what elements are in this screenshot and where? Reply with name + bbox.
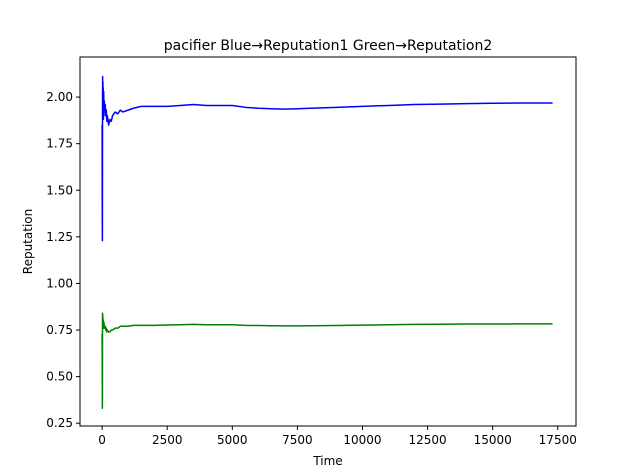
x-tick-label: 10000: [343, 433, 381, 447]
x-axis-label: Time: [312, 454, 342, 468]
y-tick-label: 1.50: [46, 183, 73, 197]
x-tick-label: 2500: [152, 433, 183, 447]
x-tick-label: 12500: [408, 433, 446, 447]
plot-area: [79, 56, 577, 427]
plot-frame: [79, 56, 577, 427]
y-tick-label: 0.25: [46, 416, 73, 430]
x-tick-label: 0: [98, 433, 106, 447]
y-tick-label: 1.75: [46, 137, 73, 151]
x-tick-label: 7500: [282, 433, 313, 447]
series-line-1: [101, 75, 553, 242]
y-axis-label: Reputation: [21, 209, 35, 274]
x-tick-label: 5000: [217, 433, 248, 447]
y-axis: 0.25 0.50 0.75 1.00 1.25 1.50 1.75 2.00: [46, 90, 80, 430]
x-tick-label: 15000: [474, 433, 512, 447]
x-axis: 0 2500 5000 7500 10000 12500 15000 17500: [98, 426, 577, 447]
series-group: [101, 75, 553, 410]
x-tick-label: 17500: [539, 433, 577, 447]
y-tick-label: 2.00: [46, 90, 73, 104]
y-tick-label: 0.75: [46, 323, 73, 337]
y-tick-label: 1.25: [46, 230, 73, 244]
chart-title: pacifier Blue→Reputation1 Green→Reputati…: [164, 38, 493, 54]
y-tick-label: 0.50: [46, 370, 73, 384]
y-tick-label: 1.00: [46, 276, 73, 290]
series-line-2: [101, 312, 553, 410]
